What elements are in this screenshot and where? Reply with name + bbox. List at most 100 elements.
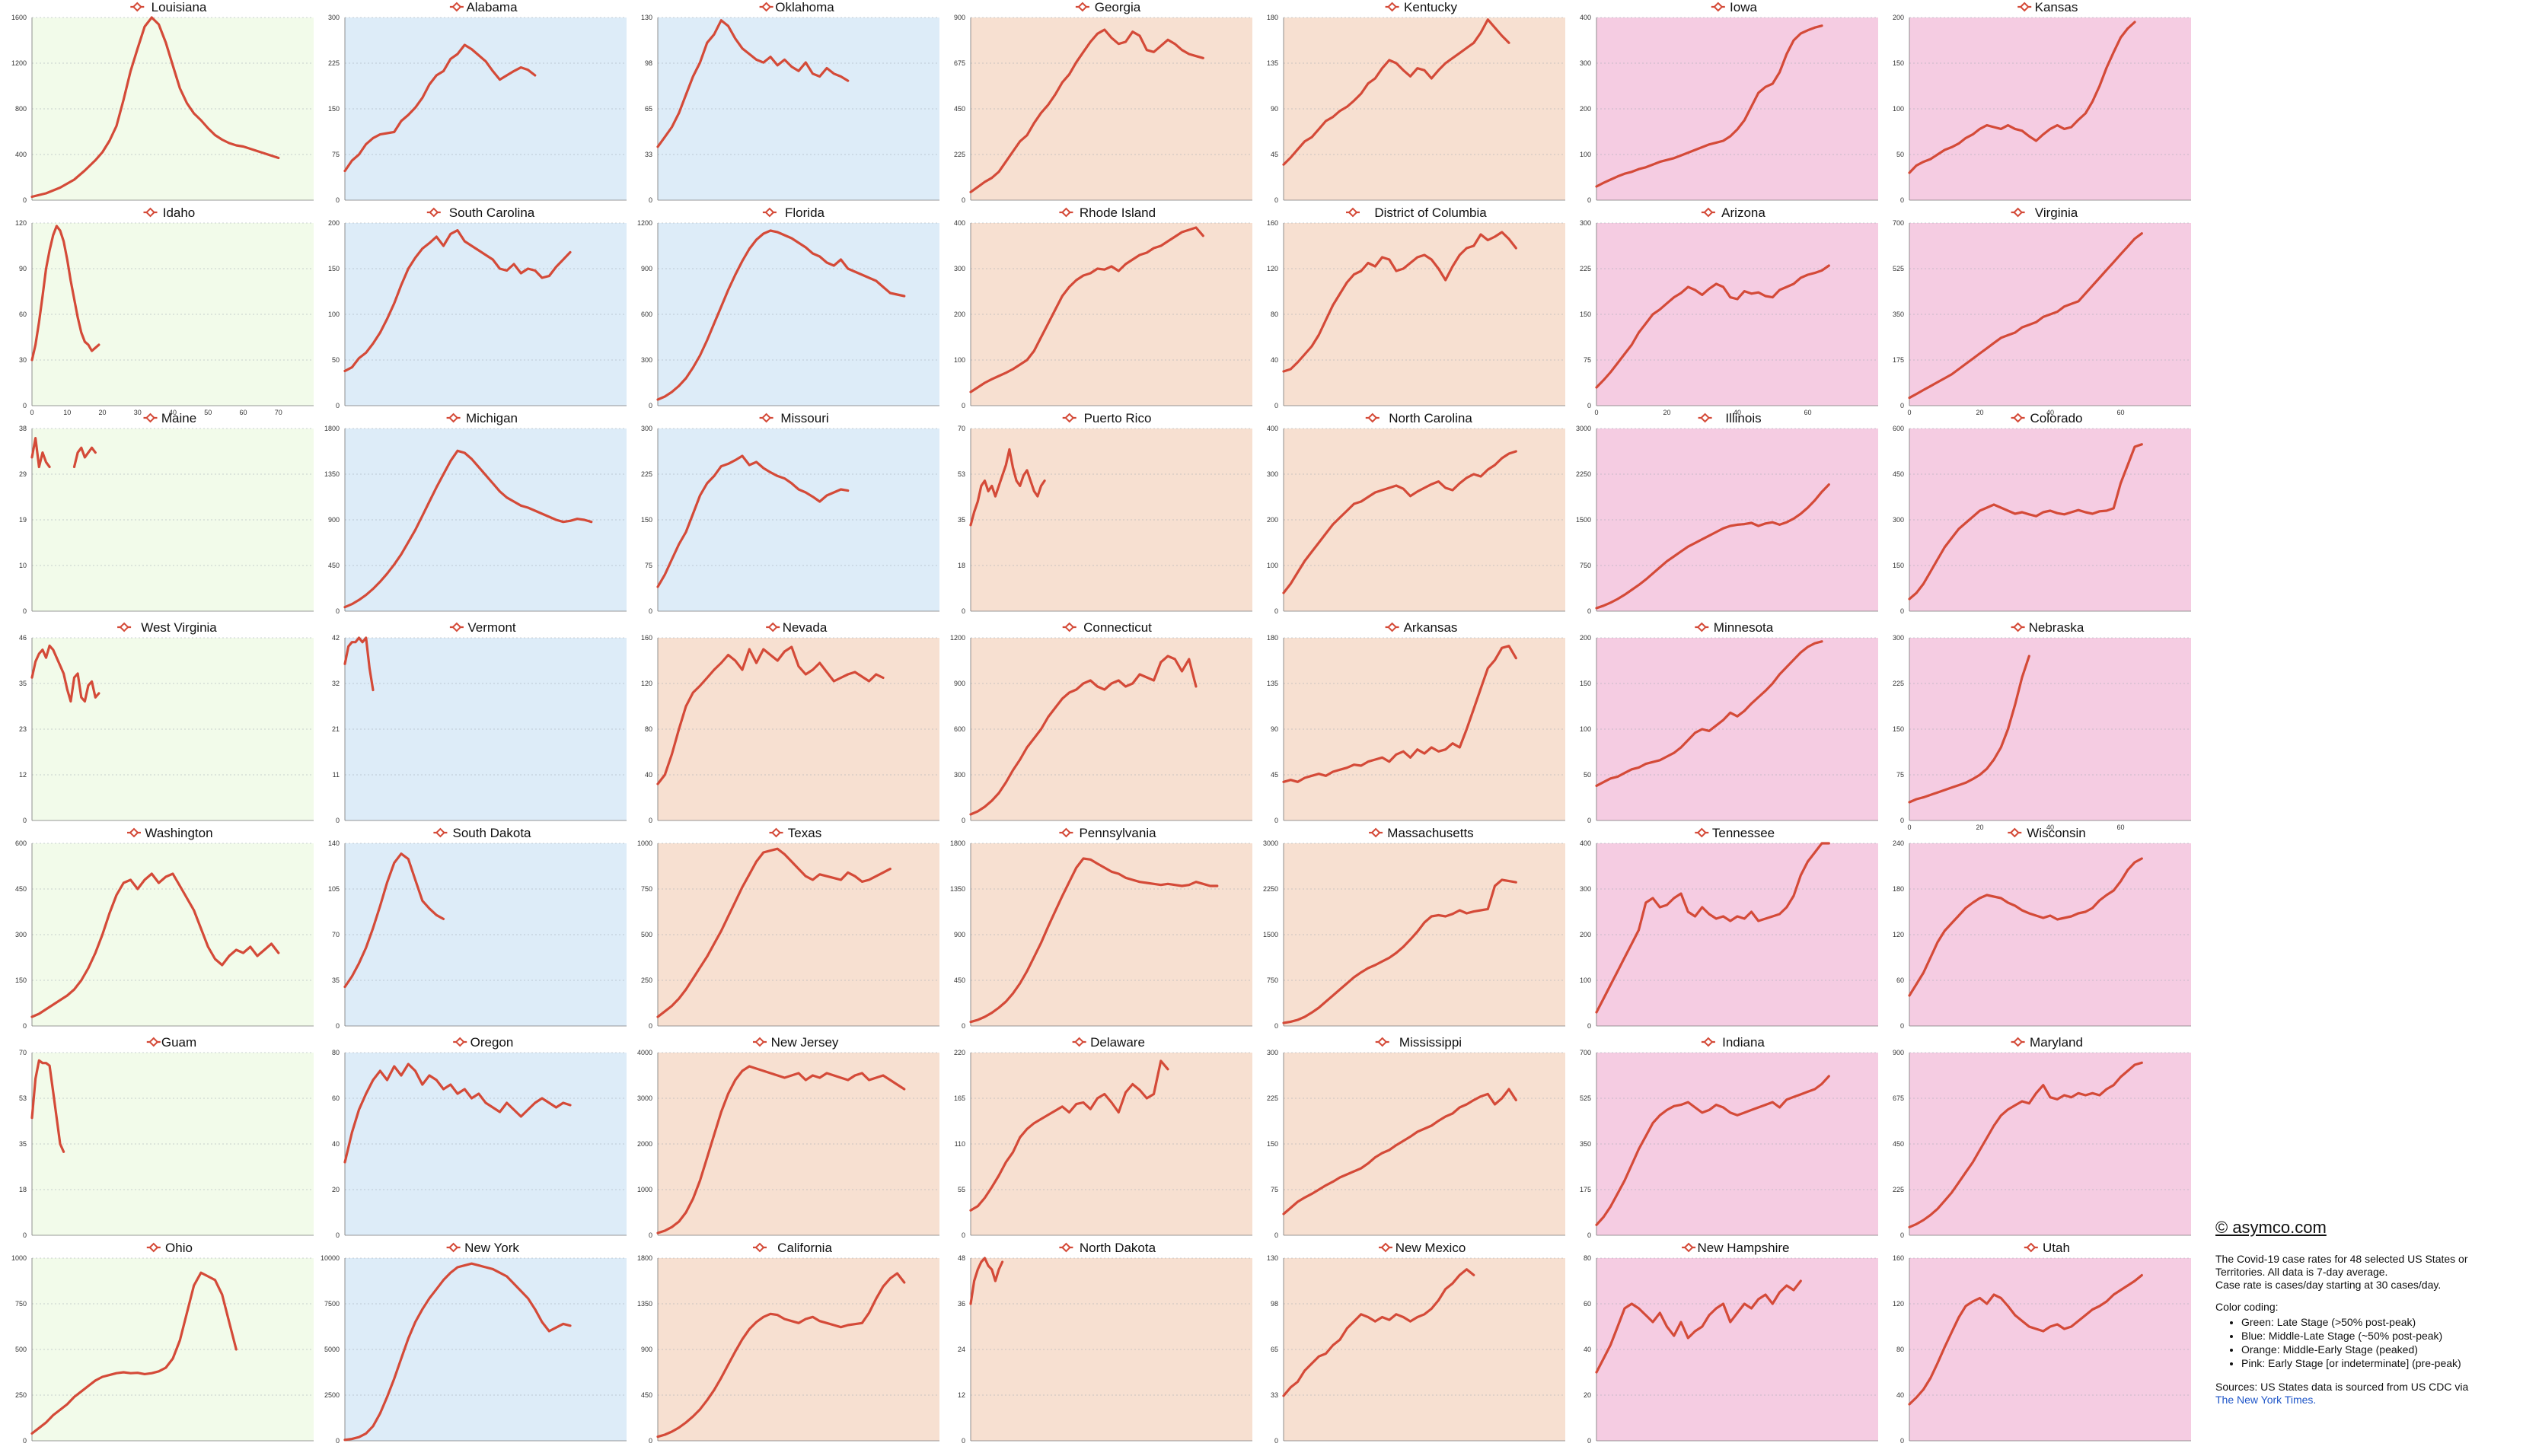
chart-svg: 0 250 500 750 1000 Ohio <box>11 1241 314 1445</box>
y-tick-label: 600 <box>1893 425 1904 432</box>
legend-marker <box>761 413 772 423</box>
y-tick-label: 3000 <box>1576 425 1591 432</box>
series-line <box>656 847 892 1018</box>
y-tick-label: 150 <box>328 105 340 113</box>
y-tick-label: 1000 <box>637 840 652 847</box>
y-tick-label: 60 <box>1896 977 1904 984</box>
chart-svg: 0 400 800 1200 1600 Louisiana <box>11 0 314 204</box>
y-tick-label: 450 <box>328 562 340 569</box>
y-tick-label: 70 <box>332 931 340 938</box>
y-tick-label: 0 <box>649 196 652 204</box>
y-tick-label: 0 <box>23 196 27 204</box>
legend-marker <box>1367 413 1378 423</box>
chart-title: Mississippi <box>1399 1035 1462 1050</box>
y-tick-label: 40 <box>332 1140 340 1148</box>
y-tick-label: 50 <box>1896 151 1904 158</box>
y-tick-label: 21 <box>332 725 340 733</box>
x-tick-label: 70 <box>275 409 282 416</box>
y-tick-label: 150 <box>1893 725 1904 733</box>
chart-title: Delaware <box>1090 1035 1145 1050</box>
y-tick-label: 98 <box>1271 1300 1278 1308</box>
state-chart-tennessee: 0 100 200 300 400 Tennessee <box>1565 826 1878 1041</box>
y-tick-label: 150 <box>1267 1140 1278 1148</box>
y-tick-label: 75 <box>1271 1186 1278 1193</box>
y-tick-label: 675 <box>954 59 965 67</box>
legend-marker <box>767 622 778 632</box>
legend-marker <box>429 207 439 218</box>
y-tick-label: 120 <box>1267 265 1278 272</box>
y-tick-label: 0 <box>1900 1022 1904 1030</box>
y-tick-label: 220 <box>954 1049 965 1056</box>
y-tick-label: 0 <box>1274 817 1278 824</box>
y-tick-label: 42 <box>332 634 340 642</box>
y-tick-label: 23 <box>19 725 27 733</box>
chart-title: West Virginia <box>141 620 217 635</box>
y-tick-label: 0 <box>1587 817 1591 824</box>
y-tick-label: 250 <box>641 977 652 984</box>
y-tick-label: 2000 <box>637 1140 652 1148</box>
x-tick-label: 20 <box>1976 824 1983 831</box>
brand-label[interactable]: © asymco.com <box>2215 1218 2327 1237</box>
legend-marker <box>764 207 775 218</box>
legend-title: Color coding: <box>2215 1301 2279 1313</box>
y-tick-label: 1800 <box>950 840 965 847</box>
series-line <box>969 857 1219 1024</box>
y-tick-label: 300 <box>1580 885 1591 893</box>
chart-title: New Hampshire <box>1698 1241 1790 1255</box>
y-tick-label: 0 <box>962 817 965 824</box>
y-tick-label: 0 <box>962 1022 965 1030</box>
chart-svg: 0 450 900 1350 1800 California <box>637 1241 939 1445</box>
y-tick-label: 0 <box>1900 817 1904 824</box>
y-tick-label: 0 <box>962 1437 965 1445</box>
y-tick-label: 40 <box>1584 1346 1591 1353</box>
series-line <box>343 449 593 609</box>
chart-svg: 0 50 100 150 200 Minnesota <box>1580 620 1878 824</box>
series-line <box>656 454 850 588</box>
chart-title: Maine <box>161 411 196 425</box>
state-chart-north-dakota: 0 12 24 36 48 North Dakota <box>939 1241 1252 1456</box>
chart-svg: 0 1000 2000 3000 4000 New Jersey <box>637 1035 939 1239</box>
y-tick-label: 160 <box>641 634 652 642</box>
series-line <box>969 28 1204 193</box>
series-line <box>1595 842 1830 1014</box>
y-tick-label: 100 <box>1893 105 1904 113</box>
y-tick-label: 200 <box>954 311 965 318</box>
state-chart-new-york: 0 2500 5000 7500 10000 New York <box>313 1241 627 1456</box>
chart-svg: 0 100 200 300 400 Tennessee <box>1580 826 1878 1030</box>
y-tick-label: 10000 <box>321 1254 340 1262</box>
y-tick-label: 1000 <box>637 1186 652 1193</box>
legend-marker <box>451 622 462 632</box>
y-tick-label: 450 <box>1893 1140 1904 1148</box>
series-line <box>1908 232 2143 400</box>
series-line <box>343 43 537 173</box>
y-tick-label: 53 <box>958 470 965 478</box>
chart-svg: 0 40 80 120 160 District of Columbia <box>1267 205 1565 409</box>
x-tick-label: 50 <box>204 409 212 416</box>
chart-title: North Dakota <box>1080 1241 1156 1255</box>
state-chart-virginia: 0 175 350 525 700 0 20 40 60 Virginia <box>1877 205 2191 421</box>
y-tick-label: 300 <box>641 356 652 364</box>
chart-title: Colorado <box>2030 411 2083 425</box>
chart-svg: 0 250 500 750 1000 Texas <box>637 826 939 1030</box>
series-line <box>1908 857 2143 997</box>
state-chart-pennsylvania: 0 450 900 1350 1800 Pennsylvania <box>939 826 1252 1041</box>
state-chart-connecticut: 0 300 600 900 1200 Connecticut <box>939 620 1252 836</box>
state-chart-new-jersey: 0 1000 2000 3000 4000 New Jersey <box>626 1035 939 1251</box>
y-tick-label: 1350 <box>637 1300 652 1308</box>
sources-link[interactable]: The New York Times. <box>2215 1394 2317 1406</box>
y-tick-label: 900 <box>1893 1049 1904 1056</box>
legend-marker <box>1370 827 1381 838</box>
x-tick-label: 0 <box>1907 409 1911 416</box>
y-tick-label: 0 <box>1274 1022 1278 1030</box>
legend-marker <box>448 1242 459 1253</box>
legend-marker <box>1061 1242 1071 1253</box>
chart-svg: 0 20 40 60 80 Oregon <box>332 1035 627 1239</box>
y-tick-label: 29 <box>19 470 27 478</box>
legend-marker <box>1064 622 1075 632</box>
series-line <box>1595 1279 1802 1374</box>
chart-title: New Jersey <box>771 1035 839 1050</box>
y-tick-label: 500 <box>641 931 652 938</box>
state-chart-nebraska: 0 75 150 225 300 0 20 40 60 Nebraska <box>1877 620 2191 836</box>
legend-list: Green: Late Stage (>50% post-peak) Blue:… <box>2215 1315 2520 1370</box>
